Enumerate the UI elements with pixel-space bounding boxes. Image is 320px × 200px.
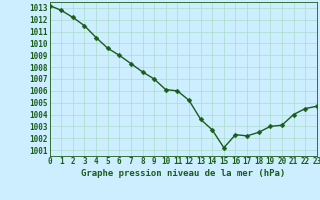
X-axis label: Graphe pression niveau de la mer (hPa): Graphe pression niveau de la mer (hPa) (81, 169, 285, 178)
